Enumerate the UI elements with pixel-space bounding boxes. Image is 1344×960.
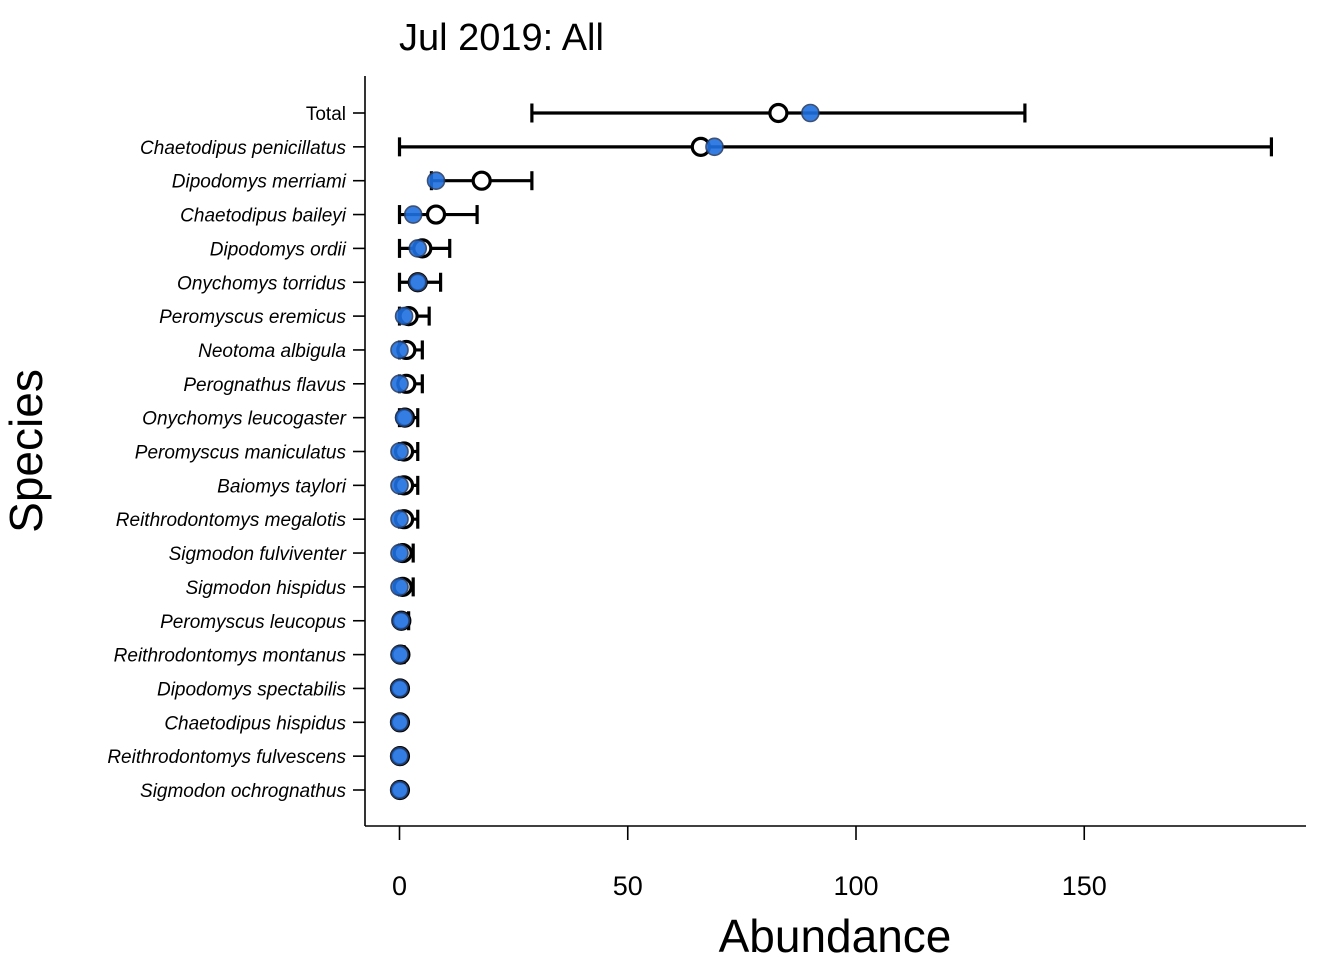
observed-point bbox=[390, 780, 409, 800]
observed-point bbox=[390, 712, 409, 732]
axes bbox=[364, 76, 1306, 827]
observed-point bbox=[403, 205, 423, 224]
y-tick-label: Chaetodipus penicillatus bbox=[140, 138, 346, 159]
observed-point bbox=[390, 442, 409, 461]
x-axis-title: Abundance bbox=[719, 910, 952, 960]
y-tick-label: Peromyscus eremicus bbox=[159, 307, 346, 328]
observed-point bbox=[390, 679, 409, 698]
x-tick-label: 50 bbox=[613, 871, 643, 901]
observed-point bbox=[394, 306, 414, 326]
observed-point bbox=[705, 137, 724, 157]
y-tick-label: Sigmodon ochrognathus bbox=[140, 781, 346, 802]
observed-point bbox=[801, 103, 820, 123]
y-tick-label: Baiomys taylori bbox=[217, 476, 347, 497]
data-marks bbox=[389, 102, 1274, 801]
observed-point bbox=[390, 509, 409, 529]
observed-point bbox=[408, 272, 428, 292]
y-tick-label: Onychomys torridus bbox=[177, 273, 346, 294]
y-tick-label: Sigmodon hispidus bbox=[185, 578, 346, 599]
observed-point bbox=[390, 645, 409, 664]
y-ticks: Total Chaetodipus penicillatus Dipodomys m… bbox=[107, 104, 365, 802]
y-tick-label: Peromyscus maniculatus bbox=[135, 443, 347, 464]
observed-point bbox=[391, 611, 411, 631]
y-tick-label: Dipodomys merriami bbox=[172, 172, 347, 193]
y-tick-label: Total bbox=[306, 104, 346, 125]
x-ticks: 0 50 100 150 bbox=[392, 826, 1107, 901]
y-tick-label: Dipodomys ordii bbox=[210, 239, 347, 260]
estimate-point bbox=[471, 170, 492, 191]
observed-point bbox=[390, 577, 409, 597]
y-axis-title: Species bbox=[0, 369, 52, 533]
error-bar bbox=[397, 137, 1274, 157]
observed-point bbox=[408, 239, 428, 258]
y-tick-label: Chaetodipus baileyi bbox=[180, 206, 347, 227]
y-tick-label: Perognathus flavus bbox=[183, 375, 346, 396]
y-tick-label: Reithrodontomys fulvescens bbox=[107, 747, 346, 768]
y-tick-label: Peromyscus leucopus bbox=[160, 612, 346, 633]
observed-point bbox=[390, 340, 409, 360]
observed-point bbox=[390, 746, 409, 766]
x-tick-label: 150 bbox=[1062, 871, 1107, 901]
y-tick-label: Reithrodontomys megalotis bbox=[116, 510, 347, 531]
observed-point bbox=[426, 171, 446, 190]
observed-point bbox=[390, 543, 409, 563]
x-tick-label: 0 bbox=[392, 871, 407, 901]
estimate-point bbox=[768, 102, 789, 124]
x-tick-label: 100 bbox=[833, 871, 878, 901]
y-tick-label: Neotoma albigula bbox=[198, 341, 346, 362]
observed-point bbox=[390, 476, 409, 495]
y-tick-label: Reithrodontomys montanus bbox=[114, 646, 347, 667]
observed-point bbox=[390, 374, 409, 394]
y-tick-label: Dipodomys spectabilis bbox=[157, 679, 347, 700]
y-tick-label: Chaetodipus hispidus bbox=[164, 713, 346, 734]
chart-title: Jul 2019: All bbox=[399, 17, 604, 59]
y-tick-label: Onychomys leucogaster bbox=[142, 409, 346, 430]
y-tick-label: Sigmodon fulviventer bbox=[169, 544, 347, 565]
observed-point bbox=[394, 408, 414, 427]
estimate-point bbox=[425, 204, 447, 225]
